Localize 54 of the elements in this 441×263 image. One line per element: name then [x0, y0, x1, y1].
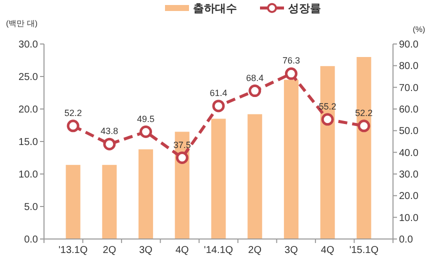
- point: [103, 138, 116, 150]
- x-tick-label: 2Q: [248, 245, 262, 256]
- point: [284, 67, 298, 80]
- data-label: 61.4: [210, 88, 228, 98]
- data-label: 49.5: [137, 114, 155, 124]
- y-tick-label: 0.0: [24, 234, 38, 246]
- y2-tick-label: 20.0: [399, 191, 419, 202]
- x-tick-label: '13.1Q: [58, 245, 88, 256]
- point: [358, 120, 370, 132]
- bar: [211, 118, 226, 239]
- y2-tick-label: 10.0: [399, 212, 419, 224]
- y2-tick-label: 60.0: [399, 104, 419, 116]
- x-tick-label: '14.1Q: [204, 245, 234, 256]
- data-label: 68.4: [246, 72, 264, 83]
- y2-tick-label: 80.0: [399, 61, 419, 72]
- bar: [284, 80, 298, 239]
- y2-tick-label: 70.0: [399, 82, 419, 94]
- x-tick-label: 3Q: [139, 245, 153, 256]
- y-axis-title: (백만 대): [6, 19, 38, 28]
- y-tick-label: 15.0: [18, 137, 38, 148]
- data-label: 43.8: [100, 126, 118, 136]
- y2-tick-label: 50.0: [399, 126, 419, 138]
- x-tick-label: 2Q: [102, 245, 116, 256]
- point: [212, 100, 225, 112]
- bar: [138, 149, 154, 239]
- point: [248, 84, 262, 98]
- bar: [356, 57, 372, 239]
- point: [321, 113, 334, 126]
- y-tick-label: 5.0: [24, 202, 38, 213]
- y2-tick-label: 90.0: [399, 40, 419, 50]
- y-tick-label: 20.0: [18, 104, 38, 116]
- data-label: 76.3: [282, 56, 300, 66]
- bar: [66, 164, 80, 239]
- point: [66, 120, 80, 132]
- x-tick-label: 4Q: [320, 245, 334, 256]
- y2-tick-label: 40.0: [399, 148, 419, 159]
- legend-label: 출하대수: [193, 3, 237, 15]
- bar: [102, 164, 117, 239]
- bar: [320, 66, 335, 239]
- y2-tick-label: 0.0: [399, 234, 414, 246]
- y-tick-label: 10.0: [18, 170, 38, 180]
- x-tick-label: 3Q: [284, 245, 298, 256]
- bar: [248, 114, 262, 239]
- y-tick-label: 30.0: [18, 40, 38, 50]
- x-tick-label: 4Q: [175, 245, 190, 256]
- x-tick-label: '15.1Q: [349, 245, 379, 256]
- data-label: 52.2: [64, 108, 82, 118]
- y-tick-label: 25.0: [18, 72, 38, 83]
- bar: [174, 132, 190, 239]
- y2-tick-label: 30.0: [399, 170, 419, 180]
- y2-axis-title: (%): [412, 25, 426, 34]
- point: [176, 152, 188, 164]
- point: [140, 126, 152, 138]
- legend-label: 성장률: [288, 3, 321, 15]
